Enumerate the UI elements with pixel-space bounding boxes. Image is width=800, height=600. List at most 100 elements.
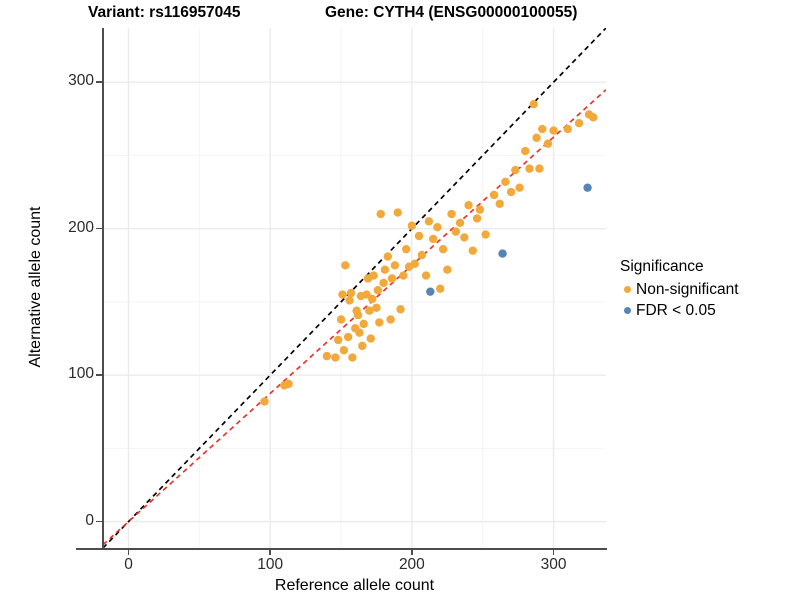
legend: Significance Non-significant FDR < 0.05 — [620, 258, 739, 321]
scatter-point — [407, 221, 417, 230]
scatter-point — [373, 285, 383, 295]
scatter-point — [343, 332, 353, 342]
scatter-point — [472, 214, 482, 223]
scatter-point — [451, 227, 461, 236]
scatter-point — [386, 315, 395, 324]
scatter-point — [563, 124, 572, 134]
x-tick-label: 200 — [398, 556, 425, 573]
scatter-point — [438, 244, 448, 254]
reference-lines — [103, 28, 606, 548]
plot-panel — [103, 28, 606, 548]
scatter-point — [421, 271, 431, 280]
scatter-point — [402, 244, 411, 254]
y-tick-label: 100 — [68, 365, 94, 383]
x-tick-label: 0 — [124, 556, 133, 573]
scatter-point — [475, 205, 485, 214]
gene-title: Gene: CYTH4 (ENSG00000100055) — [325, 4, 578, 21]
variant-title: Variant: rs116957045 — [88, 4, 241, 21]
legend-item[interactable]: Non-significant — [620, 279, 739, 300]
scatter-point — [359, 319, 368, 329]
legend-item-label: Non-significant — [636, 280, 739, 298]
legend-title: Significance — [620, 258, 704, 275]
scatter-point — [341, 261, 350, 270]
scatter-point — [424, 217, 434, 226]
scatter-point — [387, 274, 397, 283]
scatter-point — [331, 353, 340, 362]
legend-item[interactable]: FDR < 0.05 — [620, 300, 739, 321]
scatter-point — [426, 287, 435, 296]
scatter-point — [355, 328, 364, 337]
scatter-point — [583, 183, 592, 192]
y-tick-label: 0 — [85, 511, 94, 529]
scatter-point — [345, 296, 354, 305]
legend-dot-icon — [620, 307, 634, 314]
scatter-point — [589, 113, 598, 122]
scatter-point — [368, 294, 377, 304]
scatter-point — [428, 234, 438, 244]
x-tick — [269, 549, 271, 555]
scatter-point — [529, 99, 538, 109]
scatter-point — [338, 290, 347, 299]
y-axis-line — [102, 28, 104, 549]
scatter-point — [334, 335, 343, 345]
scatter-point — [375, 318, 384, 327]
scatter-point — [410, 259, 419, 269]
x-axis-title: Reference allele count — [274, 577, 435, 594]
scatter-point — [495, 199, 504, 208]
scatter-point — [362, 290, 371, 299]
scatter-point — [399, 271, 408, 280]
scatter-point — [511, 165, 520, 175]
grid-layer — [103, 28, 606, 548]
x-tick — [552, 549, 555, 555]
scatter-point — [543, 139, 553, 148]
scatter-point — [535, 164, 544, 173]
scatter-point — [336, 315, 346, 324]
scatter-point — [489, 190, 499, 200]
y-tick — [96, 227, 102, 230]
scatter-point — [379, 278, 388, 288]
y-tick — [96, 374, 102, 376]
x-tick — [127, 549, 130, 555]
x-tick-label: 300 — [540, 556, 567, 573]
x-tick — [411, 549, 413, 555]
scatter-point — [358, 341, 367, 351]
scatter-point — [468, 246, 478, 255]
scatter-point — [383, 252, 392, 261]
scatter-point — [443, 265, 452, 274]
y-tick-label: 300 — [68, 72, 94, 90]
scatter-point — [353, 310, 363, 320]
data-points — [260, 99, 598, 406]
scatter-point — [436, 284, 445, 293]
scatter-point — [417, 250, 427, 260]
plot-area — [103, 28, 606, 548]
scatter-point — [322, 351, 332, 361]
scatter-point — [284, 379, 293, 389]
scatter-point — [532, 133, 541, 143]
scatter-point — [538, 124, 547, 134]
scatter-point — [260, 397, 269, 406]
scatter-point — [525, 164, 534, 173]
x-tick-label: 100 — [257, 556, 284, 573]
y-tick — [96, 81, 102, 83]
y-tick — [96, 520, 102, 523]
scatter-point — [549, 126, 558, 135]
scatter-point — [521, 146, 530, 156]
legend-item-label: FDR < 0.05 — [636, 301, 716, 319]
scatter-point — [380, 265, 390, 274]
scatter-point — [396, 305, 405, 314]
scatter-point — [506, 187, 516, 197]
scatter-point — [574, 119, 584, 128]
scatter-point — [501, 177, 510, 187]
scatter-point — [433, 223, 442, 232]
scatter-point — [481, 230, 490, 239]
scatter-point — [339, 346, 349, 355]
scatter-point — [366, 334, 375, 343]
scatter-point — [365, 306, 374, 315]
scatter-point — [369, 271, 378, 280]
scatter-point — [372, 303, 381, 312]
scatter-point — [498, 249, 507, 258]
scatter-point — [515, 183, 524, 192]
scatter-point — [393, 208, 402, 217]
scatter-point — [455, 218, 465, 228]
legend-items: Non-significant FDR < 0.05 — [620, 279, 739, 321]
